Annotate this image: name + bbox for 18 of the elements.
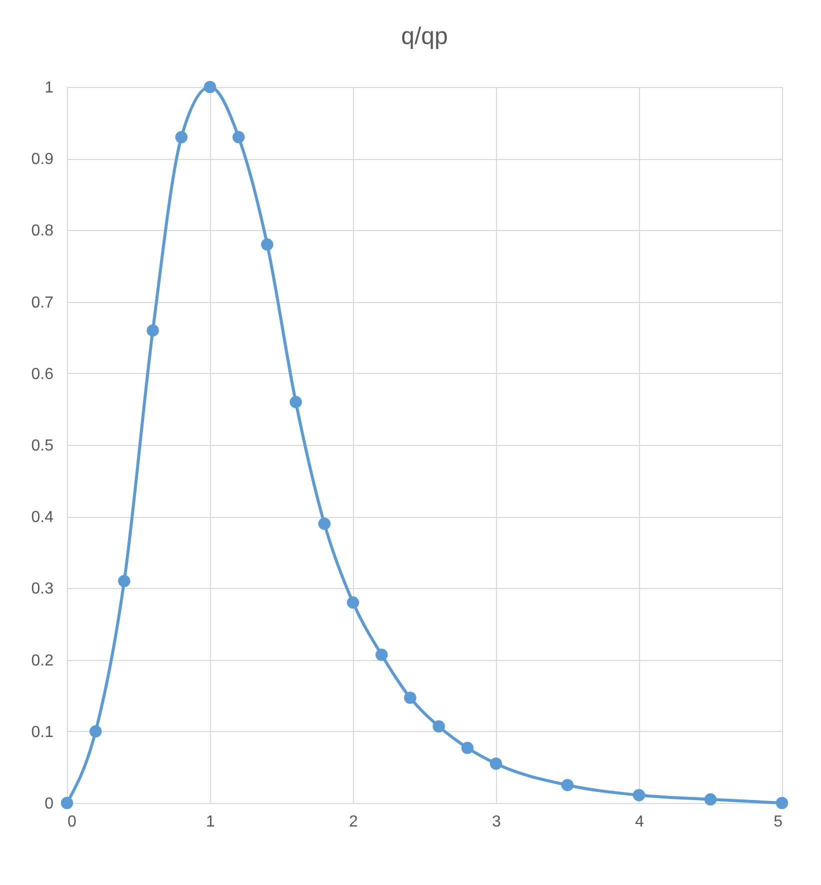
x-tick-label: 1 <box>206 814 216 830</box>
y-tick-label: 0.1 <box>31 724 54 741</box>
x-tick-label: 0 <box>68 814 76 830</box>
x-tick-label: 4 <box>635 814 644 830</box>
y-tick-label: 0.5 <box>31 438 54 454</box>
y-tick-label: 0 <box>44 796 54 812</box>
chart-title: q/qp <box>401 23 448 50</box>
x-tick-label: 2 <box>349 814 358 830</box>
y-tick-label: 0.9 <box>31 151 54 168</box>
x-tick-label: 3 <box>492 814 502 830</box>
y-tick-label: 0.6 <box>31 366 54 383</box>
y-tick-label: 0.7 <box>31 294 54 312</box>
y-tick-label: 0.2 <box>31 652 54 670</box>
y-tick-label: 0.8 <box>31 222 54 240</box>
y-tick-label: 1 <box>44 80 54 96</box>
y-tick-label: 0.4 <box>31 509 54 526</box>
x-tick-label: 5 <box>774 814 783 830</box>
y-tick-label: 0.3 <box>31 580 54 598</box>
